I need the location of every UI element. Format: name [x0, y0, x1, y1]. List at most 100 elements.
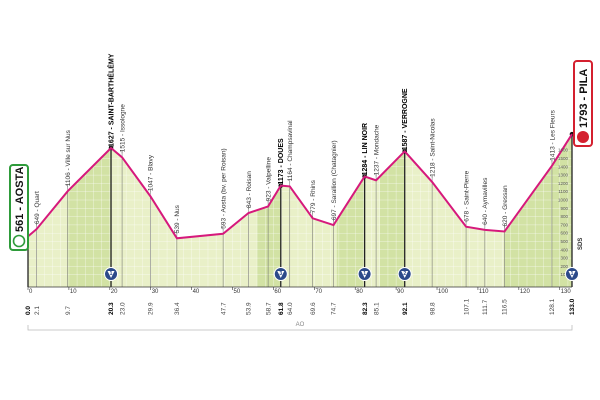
waypoint-label: 620 - Gressan [502, 185, 509, 227]
km-label: 82.3 [362, 302, 369, 315]
brand-logo: SDS [578, 238, 584, 250]
x-tick-label: 60 [274, 289, 281, 295]
start-badge: 561 - AOSTA [9, 164, 29, 251]
y-tick-label: 1100 [558, 189, 568, 194]
x-tick-label: 130 [561, 289, 572, 295]
climb-category-icon: 2 [397, 267, 412, 281]
waypoint-label: 1173 - DOUES [278, 138, 285, 185]
climb-band [336, 134, 365, 287]
km-label: 69.6 [310, 302, 317, 315]
km-label: 85.1 [373, 302, 380, 315]
waypoint-label: 1218 - Saint-Nicolas [429, 118, 436, 177]
climb-category-icon: 1 [565, 267, 579, 281]
km-label: 92.1 [402, 302, 409, 315]
x-tick-label: 110 [479, 289, 489, 295]
waypoint-labels: 0.0 649 - Quart 2.1 1106 - Ville sur Nus 9.7… [25, 53, 576, 315]
km-label: 20.3 [108, 302, 115, 315]
x-tick-label: 80 [356, 289, 363, 295]
category-triangle [107, 271, 115, 278]
y-tick-label: 1400 [558, 164, 569, 169]
y-tick-label: 300 [560, 256, 568, 261]
y-tick-label: 1200 [558, 181, 569, 186]
climb-category-markers: 1 3 1 2 1 [104, 267, 579, 281]
waypoint-lines [27, 131, 575, 287]
km-label: 133.0 [569, 298, 576, 315]
start-label: 561 - AOSTA [14, 167, 26, 232]
km-label: 23.0 [119, 302, 126, 315]
y-tick-label: 900 [560, 206, 568, 211]
waypoint-label: 640 - Aymavilles [482, 177, 489, 225]
waypoint-label: 843 - Roisan [246, 171, 253, 208]
x-tick-label: 0 [29, 289, 33, 295]
km-label: 111.7 [482, 299, 489, 315]
y-tick-label: 1500 [558, 156, 569, 161]
km-label: 36.4 [174, 302, 181, 315]
climb-category-icon: 3 [273, 267, 288, 281]
x-axis: 0 10 20 30 40 50 60 70 80 90 100 110 120 130 [27, 286, 572, 295]
start-icon [12, 234, 26, 248]
waypoint-label: 649 - Quart [34, 191, 41, 224]
profile-area [28, 134, 572, 287]
category-triangle [568, 271, 576, 278]
province-label: AO [296, 322, 305, 328]
waypoint-label: 1627 - SAINT-BARTHÉLÉMY [106, 53, 115, 147]
waypoint-label: 1237 - Mondache [373, 124, 380, 175]
waypoint-label: 1413 - Les Fleurs [549, 109, 556, 160]
km-label: 74.7 [331, 302, 338, 315]
y-tick-label: 100 [560, 272, 568, 277]
km-label: 47.7 [220, 302, 227, 315]
x-tick-label: 20 [111, 289, 118, 295]
finish-badge: 1793 - PILA [573, 60, 593, 147]
province-bracket: AO [27, 322, 573, 331]
km-label: 2.1 [34, 306, 41, 315]
category-triangle [401, 271, 409, 278]
km-label: 116.5 [502, 299, 509, 315]
waypoint-label: 1284 - LIN NOIR [362, 123, 369, 176]
y-tick-label: 200 [560, 264, 568, 269]
waypoint-label: 779 - Rhins [310, 179, 317, 213]
y-tick-label: 1600 [558, 148, 569, 153]
km-label: 53.9 [246, 302, 253, 315]
km-label: 9.7 [65, 306, 72, 315]
x-tick-label: 40 [193, 289, 200, 295]
waypoint-label: 539 - Nus [174, 204, 181, 233]
waypoint-label: 1047 - Blavy [148, 154, 155, 191]
profile-line [27, 133, 573, 240]
finish-flag-icon [577, 131, 589, 143]
km-label: 98.8 [429, 302, 436, 315]
waypoint-label: 923 - Valpelline [265, 157, 272, 202]
climb-category-icon: 1 [357, 267, 372, 281]
km-label: 128.1 [549, 298, 556, 315]
waypoint-label: 678 - Saint-Pierre [463, 170, 470, 221]
climb-band [379, 134, 405, 287]
y-tick-label: 1300 [558, 173, 569, 178]
finish-label: 1793 - PILA [578, 69, 590, 128]
y-tick-label: 700 [560, 222, 568, 227]
km-label: 58.7 [265, 302, 272, 315]
y-tick-label: 500 [560, 239, 568, 244]
y-tick-label: 1000 [558, 198, 569, 203]
category-number: 1 [110, 271, 113, 277]
waypoint-label: 1587 - VERROGNE [402, 88, 409, 150]
x-tick-label: 10 [70, 289, 77, 295]
y-tick-label: 800 [560, 214, 568, 219]
km-label: 64.0 [287, 302, 294, 315]
category-number: 1 [363, 271, 366, 277]
y-tick-label: 400 [560, 247, 568, 252]
x-tick-label: 50 [234, 289, 241, 295]
x-tick-label: 90 [397, 289, 404, 295]
x-tick-label: 100 [438, 289, 449, 295]
category-number: 1 [571, 271, 574, 277]
km-label: 61.8 [278, 302, 285, 315]
waypoint-label: 1164 - Champsavinal [287, 120, 294, 181]
category-number: 3 [279, 271, 282, 277]
km-label: 0.0 [25, 306, 32, 315]
x-tick-label: 70 [315, 289, 322, 295]
x-tick-label: 120 [520, 289, 531, 295]
waypoint-label: 1515 - Issologne [119, 104, 126, 152]
category-triangle [277, 271, 285, 278]
y-axis-labels: 100 200 300 400 500 600 700 800 900 1000 1100 1200 1… [558, 148, 569, 278]
climb-category-icon: 1 [104, 267, 119, 281]
category-triangle [361, 271, 369, 278]
